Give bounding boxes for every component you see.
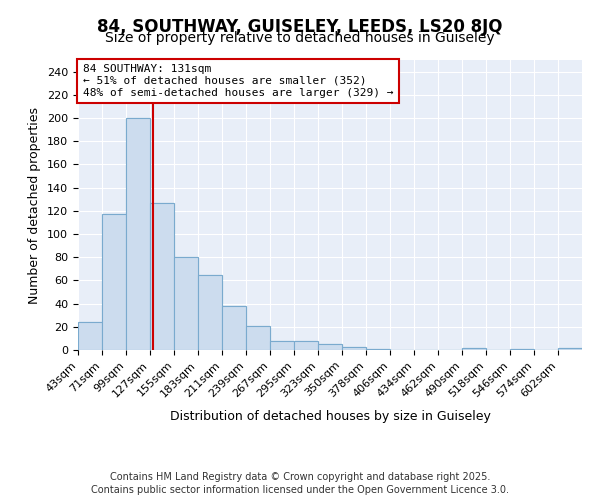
Bar <box>318 344 342 350</box>
Bar <box>102 214 126 350</box>
Text: 84 SOUTHWAY: 131sqm
← 51% of detached houses are smaller (352)
48% of semi-detac: 84 SOUTHWAY: 131sqm ← 51% of detached ho… <box>83 64 394 98</box>
Bar <box>318 344 342 350</box>
Bar <box>102 214 126 350</box>
Text: Contains public sector information licensed under the Open Government Licence 3.: Contains public sector information licen… <box>91 485 509 495</box>
Bar <box>366 349 390 350</box>
Text: Contains HM Land Registry data © Crown copyright and database right 2025.: Contains HM Land Registry data © Crown c… <box>110 472 490 482</box>
Bar <box>270 340 294 350</box>
Bar <box>78 322 102 350</box>
Bar <box>198 274 222 350</box>
Bar <box>510 349 534 350</box>
Bar <box>198 274 222 350</box>
Bar <box>294 340 318 350</box>
Bar <box>174 257 198 350</box>
Bar <box>222 306 246 350</box>
Bar <box>510 349 534 350</box>
Bar <box>342 346 366 350</box>
Bar <box>246 326 270 350</box>
Bar <box>150 202 174 350</box>
Bar <box>462 348 486 350</box>
Bar <box>270 340 294 350</box>
Bar <box>78 322 102 350</box>
Bar <box>366 349 390 350</box>
Bar <box>558 348 582 350</box>
Bar <box>462 348 486 350</box>
Y-axis label: Number of detached properties: Number of detached properties <box>28 106 41 304</box>
Bar <box>150 202 174 350</box>
Bar <box>222 306 246 350</box>
Bar <box>246 326 270 350</box>
Bar <box>126 118 150 350</box>
Bar <box>174 257 198 350</box>
Bar <box>294 340 318 350</box>
Bar <box>558 348 582 350</box>
Text: 84, SOUTHWAY, GUISELEY, LEEDS, LS20 8JQ: 84, SOUTHWAY, GUISELEY, LEEDS, LS20 8JQ <box>97 18 503 36</box>
X-axis label: Distribution of detached houses by size in Guiseley: Distribution of detached houses by size … <box>170 410 490 422</box>
Text: Size of property relative to detached houses in Guiseley: Size of property relative to detached ho… <box>105 31 495 45</box>
Bar <box>342 346 366 350</box>
Bar <box>126 118 150 350</box>
